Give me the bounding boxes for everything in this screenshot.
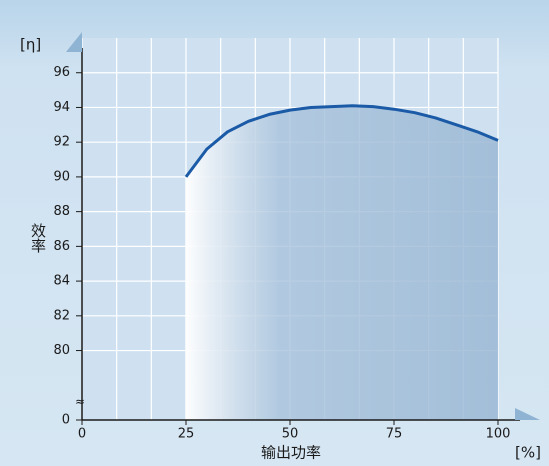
area (186, 105, 498, 420)
y-tick-label: 90 (53, 169, 70, 184)
y-tick-label: 82 (53, 308, 70, 323)
x-tick-label: 50 (282, 427, 299, 442)
y-tick-label: 92 (53, 135, 70, 150)
y-label: 效率 (29, 223, 47, 253)
x-arrow (515, 408, 540, 420)
x-label: 输出功率 (261, 444, 321, 462)
y-tick-label: 96 (53, 65, 70, 80)
y-tick-label: 86 (53, 239, 70, 254)
x-tick-label: 0 (78, 427, 86, 442)
y-tick-label: 84 (53, 274, 70, 289)
y-unit: [η] (20, 36, 41, 54)
x-unit: [%] (515, 444, 541, 462)
y-tick-label: 94 (53, 100, 70, 115)
y-arrow (66, 32, 82, 52)
y-tick-label: 80 (53, 343, 70, 358)
x-tick-label: 100 (486, 427, 511, 442)
axis-break: ≈ (75, 395, 85, 409)
x-tick-label: 25 (178, 427, 195, 442)
line (184, 104, 499, 178)
y-tick-label: 88 (53, 204, 70, 219)
x-tick-label: 75 (386, 427, 403, 442)
y-tick-label: 0 (62, 413, 70, 428)
